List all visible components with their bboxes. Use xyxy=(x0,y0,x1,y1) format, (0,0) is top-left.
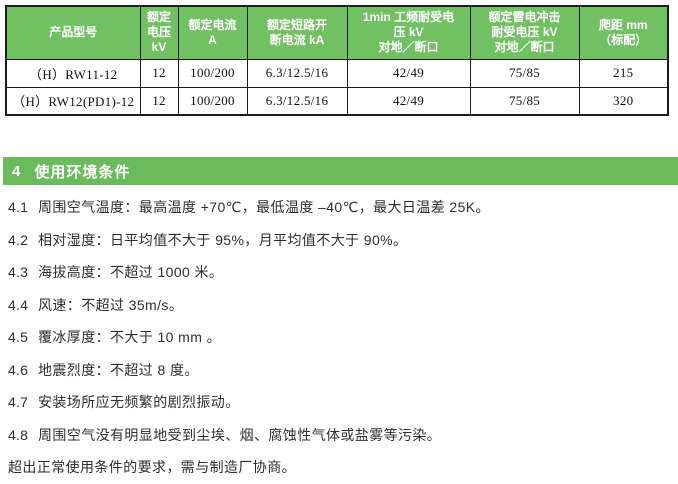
cell-creepage: 320 xyxy=(578,86,669,116)
section-header-banner: 4 使用环境条件 xyxy=(3,157,678,185)
list-item: 4.8 周围空气没有明显地受到尘埃、烟、腐蚀性气体或盐雾等污染。 xyxy=(8,426,670,446)
item-text: 海拔高度：不超过 1000 米。 xyxy=(38,264,224,280)
column-header-rated-voltage: 额定 电压 kV xyxy=(139,5,179,60)
item-number: 4.1 xyxy=(8,199,29,215)
cell-rated-current: 100/200 xyxy=(177,86,248,116)
cell-creepage: 215 xyxy=(578,58,669,88)
item-text: 风速：不超过 35m/s。 xyxy=(38,296,184,313)
item-text: 周围空气没有明显地受到尘埃、烟、腐蚀性气体或盐雾等污染。 xyxy=(38,426,442,443)
item-number: 4.6 xyxy=(8,361,29,378)
item-text: 地震烈度：不超过 8 度。 xyxy=(38,361,199,378)
cell-rated-voltage: 12 xyxy=(139,86,179,116)
list-item: 4.3 海拔高度：不超过 1000 米。 xyxy=(8,263,670,283)
section-title: 使用环境条件 xyxy=(34,163,131,181)
environment-conditions-list: 4.1 周围空气温度：最高温度 +70℃，最低温度 –40℃，最大日温差 25K… xyxy=(0,198,678,445)
cell-product-model: （H）RW12(PD1)-12 xyxy=(5,86,141,116)
column-header-product-model: 产品型号 xyxy=(5,5,141,60)
item-number: 4.2 xyxy=(8,231,29,248)
list-item: 4.5 覆冰厚度：不大于 10 mm 。 xyxy=(8,328,670,348)
datasheet-page: 产品型号 额定 电压 kV 额定电流 A 额定短路开 断电流 kA 1min 工… xyxy=(0,5,678,484)
cell-breaking-current: 6.3/12.5/16 xyxy=(246,58,348,88)
item-number: 4.8 xyxy=(8,426,29,443)
cell-rated-current: 100/200 xyxy=(177,58,248,88)
column-header-lightning-impulse: 额定雷电冲击 耐受电压 kV 对地／断口 xyxy=(469,5,580,60)
item-text: 周围空气温度：最高温度 +70℃，最低温度 –40℃，最大日温差 25K。 xyxy=(38,199,490,215)
product-spec-table: 产品型号 额定 电压 kV 额定电流 A 额定短路开 断电流 kA 1min 工… xyxy=(5,5,669,116)
column-header-power-freq-withstand: 1min 工频耐受电 压 kV 对地／断口 xyxy=(346,5,471,60)
cell-lightning-impulse: 75/85 xyxy=(469,86,580,116)
cell-product-model: （H）RW11-12 xyxy=(5,58,141,88)
column-header-creepage: 爬距 mm （标配） xyxy=(578,5,669,60)
column-header-rated-current: 额定电流 A xyxy=(177,5,248,60)
list-item: 4.6 地震烈度：不超过 8 度。 xyxy=(8,361,670,381)
item-text: 覆冰厚度：不大于 10 mm 。 xyxy=(38,329,221,345)
list-item: 4.7 安装场所应无频繁的剧烈振动。 xyxy=(8,393,670,413)
cell-rated-voltage: 12 xyxy=(139,58,179,88)
item-number: 4.7 xyxy=(8,394,29,410)
item-number: 4.4 xyxy=(8,296,29,313)
item-text: 相对湿度：日平均值不大于 95%，月平均值不大于 90%。 xyxy=(38,231,408,248)
table-row: （H）RW12(PD1)-12 12 100/200 6.3/12.5/16 4… xyxy=(5,86,669,116)
table-header-row: 产品型号 额定 电压 kV 额定电流 A 额定短路开 断电流 kA 1min 工… xyxy=(5,5,669,60)
cell-breaking-current: 6.3/12.5/16 xyxy=(246,86,348,116)
list-item: 4.2 相对湿度：日平均值不大于 95%，月平均值不大于 90%。 xyxy=(8,231,670,251)
section-number: 4 xyxy=(12,162,21,180)
cell-lightning-impulse: 75/85 xyxy=(469,58,580,88)
item-number: 4.3 xyxy=(8,264,29,280)
item-number: 4.5 xyxy=(8,329,29,345)
item-text: 安装场所应无频繁的剧烈振动。 xyxy=(38,394,240,410)
cell-power-freq-withstand: 42/49 xyxy=(346,86,471,116)
cell-power-freq-withstand: 42/49 xyxy=(346,58,471,88)
table-row: （H）RW11-12 12 100/200 6.3/12.5/16 42/49 … xyxy=(5,58,669,88)
footer-note: 超出正常使用条件的要求，需与制造厂协商。 xyxy=(8,459,296,475)
list-item: 4.1 周围空气温度：最高温度 +70℃，最低温度 –40℃，最大日温差 25K… xyxy=(8,198,670,218)
list-item: 4.4 风速：不超过 35m/s。 xyxy=(8,296,670,316)
column-header-breaking-current: 额定短路开 断电流 kA xyxy=(246,5,348,60)
